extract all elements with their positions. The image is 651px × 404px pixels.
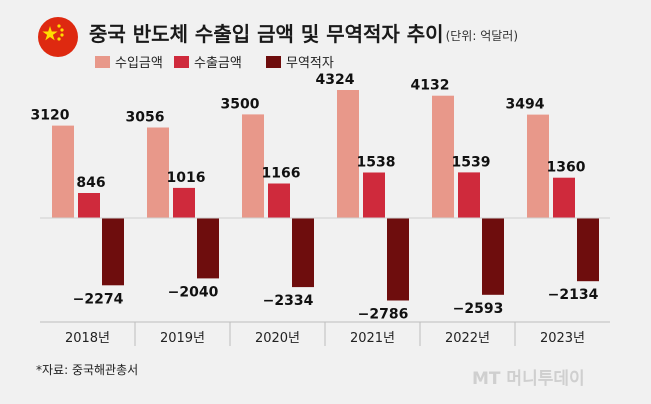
china-flag-icon	[38, 17, 78, 57]
bar-1-2022년	[432, 95, 454, 218]
legend-swatch-3	[266, 56, 281, 68]
value-label-2-2020년: 1166	[262, 166, 301, 182]
legend-swatch-1	[95, 56, 110, 68]
value-labels-layer: 3120 846 −2274 3056 1016 −2040 3500 1166 −2334 43…	[31, 72, 599, 323]
x-axis-tick-labels: 2018년 2019년 2020년 2021년 2022년 2023년	[65, 331, 585, 346]
bar-3-2019년	[197, 218, 219, 279]
legend-label-3: 무역적자	[286, 56, 334, 71]
bar-2-2018년	[78, 193, 100, 218]
value-label-3-2018년: −2274	[73, 291, 124, 307]
bar-1-2019년	[147, 127, 169, 218]
legend-swatch-2	[174, 56, 189, 68]
value-label-1-2019년: 3056	[126, 110, 165, 126]
value-label-3-2020년: −2334	[263, 293, 314, 309]
watermark-text: MT 머니투데이	[472, 369, 585, 389]
value-label-2-2019년: 1016	[167, 170, 206, 186]
legend-label-2: 수출금액	[194, 56, 242, 71]
value-label-3-2023년: −2134	[548, 287, 599, 303]
bar-3-2022년	[482, 218, 504, 295]
legend: 수입금액 수출금액 무역적자	[95, 56, 334, 71]
value-label-2-2023년: 1360	[547, 160, 586, 176]
value-label-3-2021년: −2786	[358, 307, 409, 323]
bars-layer	[52, 90, 599, 301]
bar-2-2023년	[553, 177, 575, 218]
value-label-1-2020년: 3500	[221, 96, 260, 112]
x-tick-label-2019년: 2019년	[160, 331, 205, 346]
value-label-2-2022년: 1539	[452, 154, 491, 170]
bar-1-2020년	[242, 114, 264, 218]
x-axis-dividers	[134, 322, 516, 346]
x-tick-label-2018년: 2018년	[65, 331, 110, 346]
bar-2-2021년	[363, 172, 385, 218]
unit-label: (단위: 억달러)	[446, 29, 518, 43]
value-label-1-2021년: 4324	[316, 72, 355, 88]
bar-2-2020년	[268, 183, 290, 218]
x-tick-label-2021년: 2021년	[350, 331, 395, 346]
source-note: *자료: 중국해관총서	[36, 363, 138, 377]
bar-3-2018년	[102, 218, 124, 286]
chart-title: 중국 반도체 수출입 금액 및 무역적자 추이	[89, 22, 444, 46]
bar-1-2023년	[527, 114, 549, 218]
legend-label-1: 수입금액	[115, 56, 163, 71]
value-label-3-2022년: −2593	[453, 301, 504, 317]
bar-3-2021년	[387, 218, 409, 301]
bar-1-2021년	[337, 90, 359, 218]
value-label-1-2022년: 4132	[411, 78, 450, 94]
value-label-3-2019년: −2040	[168, 284, 219, 300]
bar-3-2020년	[292, 218, 314, 288]
bar-1-2018년	[52, 125, 74, 218]
value-label-2-2018년: 846	[76, 175, 105, 191]
x-tick-label-2022년: 2022년	[445, 331, 490, 346]
x-tick-label-2020년: 2020년	[255, 331, 300, 346]
value-label-2-2021년: 1538	[357, 155, 396, 171]
value-label-1-2023년: 3494	[506, 97, 545, 113]
bar-3-2023년	[577, 218, 599, 282]
bar-2-2019년	[173, 187, 195, 218]
x-tick-label-2023년: 2023년	[540, 331, 585, 346]
watermark-logo: MT 머니투데이	[472, 369, 585, 389]
value-label-1-2018년: 3120	[31, 108, 70, 124]
bar-2-2022년	[458, 172, 480, 218]
